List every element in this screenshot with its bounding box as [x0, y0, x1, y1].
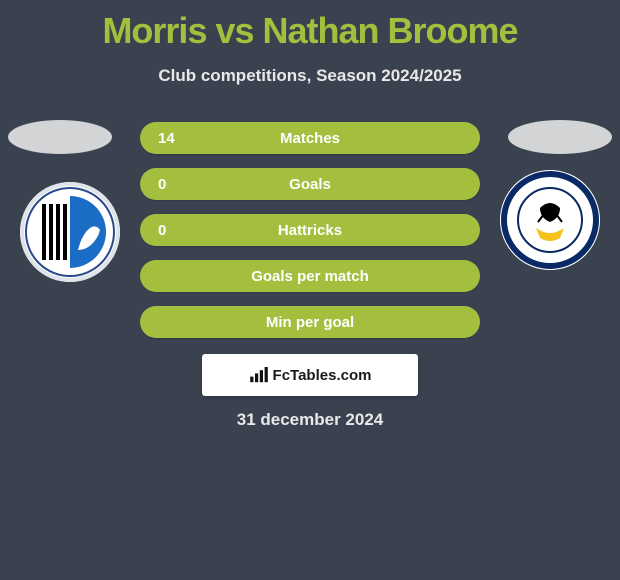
- stat-value: 14: [158, 130, 175, 147]
- stat-label: Goals: [158, 176, 462, 193]
- stat-value: 0: [158, 176, 166, 193]
- stat-label: Goals per match: [158, 268, 462, 285]
- site-brand: FcTables.com: [202, 354, 418, 396]
- brand-text: FcTables.com: [273, 367, 372, 384]
- club-left-crest: [20, 182, 120, 282]
- date-label: 31 december 2024: [0, 410, 620, 430]
- page-title: Morris vs Nathan Broome: [0, 0, 620, 52]
- stat-label: Hattricks: [158, 222, 462, 239]
- stat-row-matches: 14 Matches: [140, 122, 480, 154]
- player-left-avatar: [8, 120, 112, 154]
- subtitle: Club competitions, Season 2024/2025: [0, 66, 620, 86]
- stat-label: Matches: [158, 130, 462, 147]
- stat-row-goals-per-match: Goals per match: [140, 260, 480, 292]
- stat-row-min-per-goal: Min per goal: [140, 306, 480, 338]
- stat-row-goals: 0 Goals: [140, 168, 480, 200]
- bar-chart-icon: [249, 367, 269, 383]
- stat-row-hattricks: 0 Hattricks: [140, 214, 480, 246]
- stats-panel: 14 Matches 0 Goals 0 Hattricks Goals per…: [140, 122, 480, 352]
- club-right-crest: [500, 170, 600, 270]
- stat-value: 0: [158, 222, 166, 239]
- player-right-avatar: [508, 120, 612, 154]
- stat-label: Min per goal: [158, 314, 462, 331]
